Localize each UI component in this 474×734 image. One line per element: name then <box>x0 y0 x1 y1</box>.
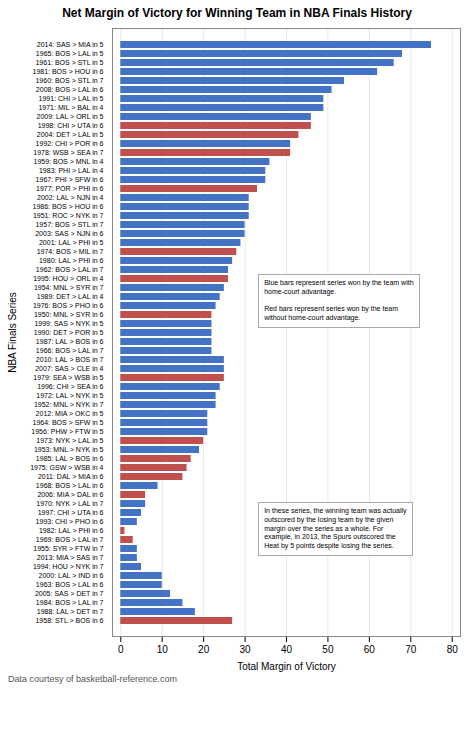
svg-text:2011: DAL > MIA in 6: 2011: DAL > MIA in 6 <box>38 473 104 480</box>
svg-text:2010: LAL > BOS in 7: 2010: LAL > BOS in 7 <box>36 356 104 363</box>
svg-text:1956: PHW > FTW in 5: 1956: PHW > FTW in 5 <box>31 428 103 435</box>
svg-text:10: 10 <box>157 644 169 655</box>
svg-text:1976: BOS > PHO in 6: 1976: BOS > PHO in 6 <box>33 302 104 309</box>
html-text:Blue bars represent series won: Blue bars represent series won by the te… <box>264 279 414 322</box>
svg-text:1977: POR > PHI in 6: 1977: POR > PHI in 6 <box>36 185 104 192</box>
svg-text:2002: LAL > NJN in 4: 2002: LAL > NJN in 4 <box>37 194 104 201</box>
svg-text:1961: BOS > STL in 5: 1961: BOS > STL in 5 <box>35 59 103 66</box>
svg-text:Total Margin of Victory: Total Margin of Victory <box>237 661 336 672</box>
svg-text:2000: LAL > IND in 6: 2000: LAL > IND in 6 <box>39 572 104 579</box>
svg-text:2005: SAS > DET in 7: 2005: SAS > DET in 7 <box>35 590 104 597</box>
svg-text:1984: BOS > LAL in 7: 1984: BOS > LAL in 7 <box>36 599 104 606</box>
svg-text:2008: BOS > LAL in 6: 2008: BOS > LAL in 6 <box>36 86 104 93</box>
html-text:In these series, the winning t: In these series, the winning team was ac… <box>264 507 407 550</box>
svg-text:1992: CHI > POR in 6: 1992: CHI > POR in 6 <box>36 140 104 147</box>
svg-text:NBA Finals Series: NBA Finals Series <box>7 292 18 373</box>
svg-text:1996: CHI > SEA in 6: 1996: CHI > SEA in 6 <box>37 383 103 390</box>
svg-text:2006: MIA > DAL in 6: 2006: MIA > DAL in 6 <box>37 491 103 498</box>
svg-text:1983: PHI > LAL in 4: 1983: PHI > LAL in 4 <box>39 167 104 174</box>
svg-text:1998: CHI > UTA in 6: 1998: CHI > UTA in 6 <box>38 122 104 129</box>
html-text:Data courtesy of basketball-re: Data courtesy of basketball-reference.co… <box>8 674 178 684</box>
svg-text:1970: NYK > LAL in 7: 1970: NYK > LAL in 7 <box>36 500 103 507</box>
svg-text:1994: HOU > NYK in 7: 1994: HOU > NYK in 7 <box>33 563 104 570</box>
svg-text:1981: BOS > HOU in 6: 1981: BOS > HOU in 6 <box>32 68 103 75</box>
svg-text:1964: BOS > SFW in 5: 1964: BOS > SFW in 5 <box>32 419 103 426</box>
svg-text:50: 50 <box>322 644 334 655</box>
html-text:Net Margin of Victory for Winn: Net Margin of Victory for Winning Team i… <box>62 6 412 20</box>
svg-text:1988: LAL > DET in 7: 1988: LAL > DET in 7 <box>37 608 104 615</box>
svg-text:1982: LAL > PHI in 6: 1982: LAL > PHI in 6 <box>39 527 104 534</box>
svg-text:1965: BOS > LAL in 5: 1965: BOS > LAL in 5 <box>36 50 104 57</box>
svg-text:1962: BOS > LAL in 7: 1962: BOS > LAL in 7 <box>36 266 104 273</box>
svg-text:2004: DET > LAL in 5: 2004: DET > LAL in 5 <box>37 131 104 138</box>
svg-text:1971: MIL > BAL in 4: 1971: MIL > BAL in 4 <box>38 104 103 111</box>
svg-text:1991: CHI > LAL in 5: 1991: CHI > LAL in 5 <box>39 95 104 102</box>
svg-text:1987: LAL > BOS in 6: 1987: LAL > BOS in 6 <box>36 338 104 345</box>
svg-text:70: 70 <box>405 644 417 655</box>
svg-text:1960: BOS > STL in 7: 1960: BOS > STL in 7 <box>35 77 103 84</box>
svg-text:1959: BOS > MNL in 4: 1959: BOS > MNL in 4 <box>34 158 104 165</box>
svg-text:40: 40 <box>281 644 293 655</box>
svg-text:1963: BOS > LAL in 6: 1963: BOS > LAL in 6 <box>36 581 104 588</box>
svg-text:80: 80 <box>447 644 459 655</box>
svg-text:2001: LAL > PHI in 5: 2001: LAL > PHI in 5 <box>39 239 104 246</box>
svg-text:30: 30 <box>240 644 252 655</box>
svg-text:20: 20 <box>198 644 210 655</box>
svg-text:1951: ROC > NYK in 7: 1951: ROC > NYK in 7 <box>33 212 104 219</box>
svg-text:1950: MNL > SYR in 6: 1950: MNL > SYR in 6 <box>34 311 104 318</box>
svg-text:1954: MNL > SYR in 7: 1954: MNL > SYR in 7 <box>34 284 104 291</box>
svg-text:1973: NYK > LAL in 5: 1973: NYK > LAL in 5 <box>36 437 103 444</box>
svg-text:60: 60 <box>364 644 376 655</box>
svg-text:2014: SAS > MIA in 5: 2014: SAS > MIA in 5 <box>37 41 104 48</box>
svg-text:1999: SAS > NYK in 5: 1999: SAS > NYK in 5 <box>34 320 103 327</box>
svg-text:1986: BOS > HOU in 6: 1986: BOS > HOU in 6 <box>32 203 103 210</box>
svg-text:1953: MNL > NYK in 5: 1953: MNL > NYK in 5 <box>34 446 104 453</box>
svg-text:1966: BOS > LAL in 7: 1966: BOS > LAL in 7 <box>36 347 104 354</box>
svg-text:2009: LAL > ORL in 5: 2009: LAL > ORL in 5 <box>37 113 104 120</box>
svg-text:1972: LAL > NYK in 5: 1972: LAL > NYK in 5 <box>36 392 103 399</box>
svg-text:1957: BOS > STL in 7: 1957: BOS > STL in 7 <box>35 221 103 228</box>
svg-text:2013: MIA > SAS in 7: 2013: MIA > SAS in 7 <box>37 554 104 561</box>
svg-text:1968: BOS > LAL in 6: 1968: BOS > LAL in 6 <box>36 482 104 489</box>
svg-text:1979: SEA > WSB in 5: 1979: SEA > WSB in 5 <box>33 374 103 381</box>
svg-text:1997: CHI > UTA in 6: 1997: CHI > UTA in 6 <box>38 509 104 516</box>
svg-text:1993: CHI > PHO in 6: 1993: CHI > PHO in 6 <box>36 518 104 525</box>
svg-text:1955: SYR > FTW in 7: 1955: SYR > FTW in 7 <box>33 545 103 552</box>
svg-text:1974: BOS > MIL in 7: 1974: BOS > MIL in 7 <box>37 248 104 255</box>
svg-text:1985: LAL > BOS in 6: 1985: LAL > BOS in 6 <box>36 455 104 462</box>
svg-text:2012: MIA > OKC in 5: 2012: MIA > OKC in 5 <box>36 410 104 417</box>
svg-text:2007: SAS > CLE in 4: 2007: SAS > CLE in 4 <box>35 365 103 372</box>
svg-text:1958: STL > BOS in 6: 1958: STL > BOS in 6 <box>35 617 103 624</box>
svg-text:1989: DET > LAL in 4: 1989: DET > LAL in 4 <box>37 293 104 300</box>
svg-text:0: 0 <box>118 644 124 655</box>
svg-text:1967: PHI > SFW in 6: 1967: PHI > SFW in 6 <box>36 176 104 183</box>
svg-text:1990: DET > POR in 5: 1990: DET > POR in 5 <box>34 329 104 336</box>
svg-text:1978: WSB > SEA in 7: 1978: WSB > SEA in 7 <box>33 149 103 156</box>
svg-text:1969: BOS > LAL in 7: 1969: BOS > LAL in 7 <box>36 536 104 543</box>
svg-text:2003: SAS > NJN in 6: 2003: SAS > NJN in 6 <box>35 230 103 237</box>
svg-text:1980: LAL > PHI in 6: 1980: LAL > PHI in 6 <box>39 257 104 264</box>
svg-text:1995: HOU > ORL in 4: 1995: HOU > ORL in 4 <box>33 275 103 282</box>
svg-text:1952: MNL > NYK in 7: 1952: MNL > NYK in 7 <box>34 401 104 408</box>
svg-text:1975: GSW > WSB in 4: 1975: GSW > WSB in 4 <box>30 464 103 471</box>
